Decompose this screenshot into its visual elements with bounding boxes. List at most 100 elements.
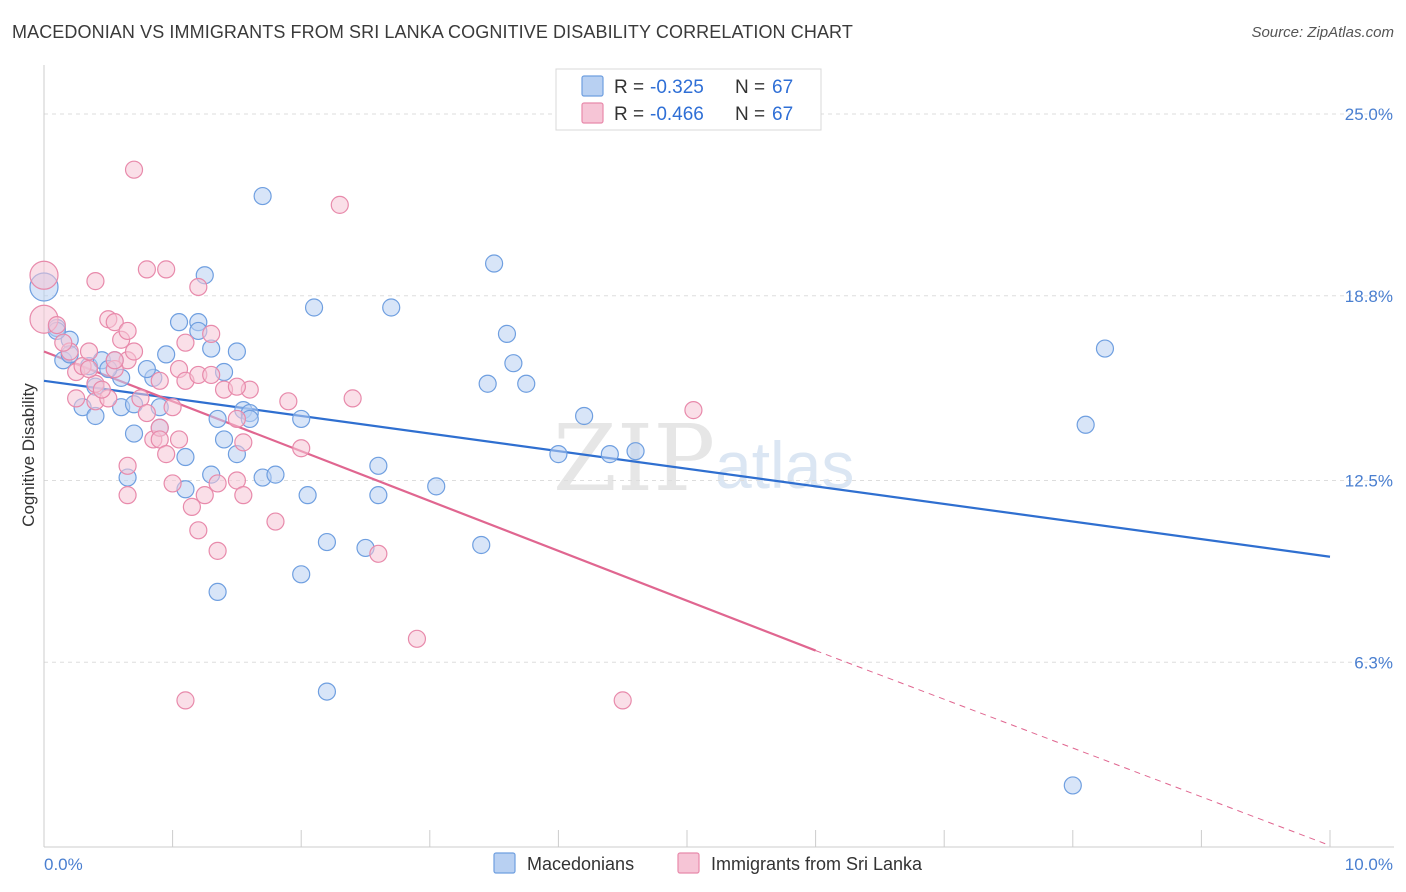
sri-lanka-point <box>202 324 221 343</box>
legend-n-label: N = <box>735 104 765 125</box>
sri-lanka-point <box>208 474 227 493</box>
macedonians-point <box>292 565 311 584</box>
macedonians-point <box>549 445 568 464</box>
sri-lanka-point <box>92 380 111 399</box>
sri-lanka-point <box>202 365 221 385</box>
macedonians-point <box>369 486 388 505</box>
sri-lanka-point <box>189 521 208 540</box>
sri-lanka-point <box>182 497 201 516</box>
sri-lanka-point <box>86 272 105 291</box>
y-tick-label: 6.3% <box>1354 653 1393 672</box>
sri-lanka-point <box>189 277 208 297</box>
sri-lanka-point <box>343 389 362 408</box>
macedonians-point <box>1063 776 1082 795</box>
macedonians-point <box>504 354 523 373</box>
legend-n-value: 67 <box>772 104 793 125</box>
macedonians-point <box>497 324 517 343</box>
sri-lanka-point <box>124 342 144 361</box>
axes <box>43 65 1394 848</box>
sri-lanka-point <box>124 160 144 179</box>
macedonians-point <box>253 186 272 206</box>
y-axis-title: Cognitive Disability <box>19 383 38 527</box>
macedonians-point <box>208 409 227 429</box>
sri-lanka-point <box>292 439 311 458</box>
macedonians-point <box>600 445 619 464</box>
y-tick-label: 18.8% <box>1345 287 1393 306</box>
sri-lanka-point <box>67 389 86 408</box>
macedonians-point <box>208 582 227 602</box>
macedonians-point <box>292 409 311 429</box>
macedonians-point <box>169 313 189 332</box>
sri-lanka-point <box>169 430 189 449</box>
sri-lanka-point <box>47 315 66 335</box>
legend-swatch-blue <box>581 75 604 97</box>
sri-lanka-point <box>118 456 137 475</box>
watermark-atlas: atlas <box>715 428 854 502</box>
legend-swatch-pink <box>581 102 604 124</box>
macedonians-point <box>485 254 504 273</box>
sri-lanka-point <box>79 359 99 379</box>
macedonians-point <box>427 477 446 496</box>
y-tick-labels: 6.3% 12.5% 18.8% 25.0% <box>1345 105 1393 672</box>
chart-title: MACEDONIAN VS IMMIGRANTS FROM SRI LANKA … <box>12 22 853 42</box>
macedonians-point <box>157 345 176 364</box>
macedonians-point <box>137 359 156 379</box>
macedonians-point <box>626 442 645 461</box>
sri-lanka-point <box>266 512 285 531</box>
sri-lanka-point <box>613 691 632 710</box>
sri-lanka-point <box>157 260 176 279</box>
macedonians-point <box>266 465 285 484</box>
sri-lanka-point <box>79 342 99 361</box>
data-points <box>29 160 1115 795</box>
sri-lanka-point <box>163 474 182 493</box>
sri-lanka-point <box>157 445 176 464</box>
sri-lanka-point <box>369 544 388 563</box>
watermark: ZIP atlas <box>553 405 854 512</box>
sri-lanka-point <box>105 351 124 370</box>
macedonians-point <box>227 342 246 361</box>
sri-lanka-point <box>227 377 246 396</box>
sri-lanka-point <box>118 486 137 505</box>
sri-lanka-point <box>29 260 59 290</box>
legend-r-value: -0.325 <box>650 77 704 98</box>
sri-lanka-point <box>118 321 137 341</box>
sri-lanka-point <box>279 392 298 411</box>
legend-r-label: R = <box>614 77 644 98</box>
correlation-legend: R = -0.325 N = 67 R = -0.466 N = 67 <box>555 68 822 131</box>
sri-lanka-point <box>176 333 195 352</box>
sri-lanka-point <box>137 260 156 279</box>
macedonians-point <box>472 535 491 555</box>
sri-lanka-point <box>407 629 427 648</box>
macedonians-point <box>1095 339 1115 358</box>
y-tick-label: 25.0% <box>1345 105 1393 124</box>
series-legend: Macedonians Immigrants from Sri Lanka <box>493 852 923 874</box>
sri-lanka-trend-extension <box>815 650 1331 847</box>
macedonians-point <box>176 447 195 467</box>
macedonians-point <box>317 532 337 552</box>
sri-lanka-point <box>176 691 195 710</box>
sri-lanka-point <box>54 333 73 352</box>
x-tick-label: 10.0% <box>1345 855 1393 874</box>
sri-lanka-point <box>330 195 349 214</box>
legend-n-value: 67 <box>772 77 793 98</box>
macedonians-point <box>517 374 536 393</box>
macedonians-point <box>478 374 497 393</box>
sri-lanka-point <box>105 313 124 332</box>
macedonians-point <box>214 430 234 449</box>
x-tick-label: 0.0% <box>44 855 83 874</box>
series-swatch-macedonians <box>493 852 516 874</box>
sri-lanka-point <box>137 403 156 423</box>
macedonians-point <box>298 486 317 505</box>
macedonians-point <box>369 456 388 475</box>
sri-lanka-point <box>208 541 227 560</box>
legend-r-label: R = <box>614 104 644 125</box>
sri-lanka-point <box>163 398 182 417</box>
series-swatch-sri-lanka <box>677 852 700 874</box>
macedonians-point <box>575 406 594 426</box>
sri-lanka-point <box>234 486 253 505</box>
macedonians-point <box>124 424 144 443</box>
legend-r-value: -0.466 <box>650 104 704 125</box>
macedonians-point <box>317 682 337 701</box>
sri-lanka-point <box>684 401 703 420</box>
